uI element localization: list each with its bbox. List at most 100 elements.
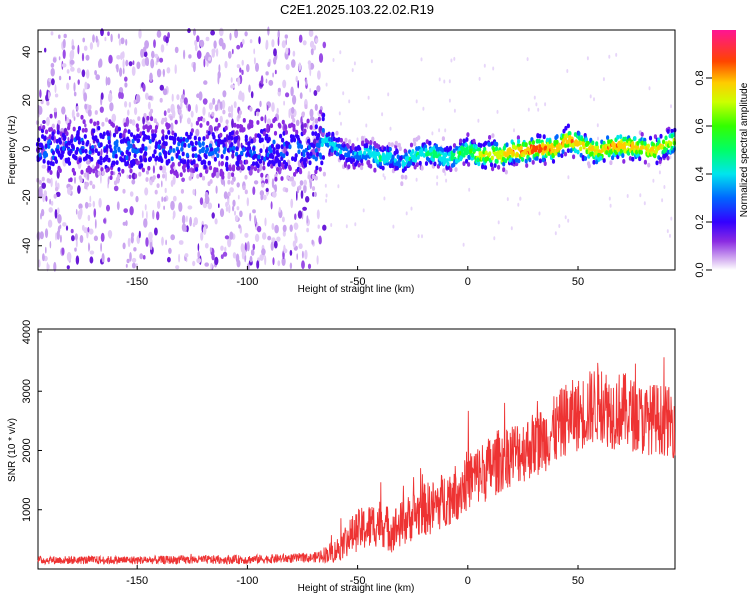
noise-mark [196, 50, 202, 59]
ridge-mark [377, 151, 381, 157]
noise-mark [265, 71, 269, 76]
noise-mark [124, 101, 128, 108]
noise-mark [493, 236, 496, 241]
ridge-mark [235, 146, 239, 152]
ridge-mark [164, 117, 168, 123]
ridge-mark [225, 119, 229, 125]
noise-mark [608, 54, 611, 59]
ridge-mark [352, 157, 356, 163]
ridge-mark [400, 181, 404, 187]
noise-mark [648, 86, 651, 91]
ridge-mark [585, 142, 589, 148]
noise-mark [76, 67, 81, 74]
noise-mark [139, 253, 144, 260]
noise-mark [382, 173, 385, 178]
ridge-mark [115, 125, 119, 131]
ridge-mark [230, 180, 234, 185]
ridge-mark [494, 146, 499, 152]
noise-mark [289, 224, 293, 232]
ridge-mark [168, 148, 172, 154]
colorbar-tick-label: 0.2 [694, 214, 706, 229]
noise-mark [266, 118, 272, 126]
noise-mark [340, 121, 342, 126]
ridge-mark [58, 140, 63, 145]
ridge-mark [202, 159, 206, 165]
ridge-mark [281, 119, 285, 125]
noise-mark [234, 210, 236, 216]
noise-mark [211, 212, 215, 219]
spectrogram-xlabel: Height of straight line (km) [298, 284, 415, 295]
noise-mark [267, 235, 272, 241]
noise-mark [141, 210, 144, 219]
ridge-mark [492, 147, 496, 153]
ridge-mark [281, 137, 285, 143]
ridge-mark [77, 139, 81, 145]
ridge-mark [299, 144, 304, 150]
noise-mark [93, 144, 97, 149]
ridge-mark [469, 148, 473, 154]
ridge-mark [434, 143, 438, 149]
ridge-mark [550, 146, 554, 152]
ridge-mark [192, 159, 196, 165]
noise-mark [448, 98, 451, 103]
ridge-mark [244, 174, 248, 180]
ridge-mark [572, 154, 576, 160]
ridge-mark [277, 144, 281, 150]
noise-mark [49, 198, 52, 205]
ridge-mark [577, 131, 581, 137]
ridge-mark [404, 174, 408, 180]
noise-mark [50, 31, 54, 36]
noise-mark [309, 88, 312, 93]
noise-mark [159, 57, 164, 63]
colorbar: 0.0 0.2 0.4 0.6 0.8 Normalized spectral ampl… [694, 30, 750, 278]
ridge-mark [321, 155, 325, 160]
noise-mark [139, 83, 142, 90]
ridge-mark [144, 157, 148, 163]
ridge-mark [99, 160, 103, 166]
noise-mark [285, 47, 289, 55]
noise-mark [298, 243, 303, 250]
ridge-mark [321, 116, 325, 122]
noise-mark [197, 243, 200, 252]
noise-mark [313, 191, 317, 197]
noise-mark [267, 26, 270, 36]
ridge-mark [125, 149, 129, 155]
ridge-mark [117, 147, 121, 153]
ridge-mark [418, 160, 422, 166]
ridge-mark [403, 166, 407, 172]
ridge-mark [54, 159, 59, 164]
ridge-mark [180, 189, 184, 194]
noise-mark [670, 216, 673, 221]
ridge-mark [136, 160, 140, 166]
noise-mark [156, 30, 162, 38]
ridge-mark [195, 120, 199, 126]
noise-mark [255, 108, 261, 113]
ridge-mark [204, 154, 208, 160]
ridge-mark [303, 162, 307, 168]
noise-mark [342, 91, 345, 96]
ridge-mark [224, 125, 228, 131]
ridge-mark [472, 147, 476, 153]
ridge-mark [538, 158, 543, 164]
noise-mark [161, 165, 167, 174]
ridge-mark [232, 164, 236, 170]
noise-mark [294, 213, 297, 220]
noise-mark [71, 49, 75, 58]
ridge-mark [172, 148, 176, 153]
noise-mark [62, 38, 66, 49]
ridge-mark [156, 173, 161, 179]
noise-mark [270, 241, 274, 251]
noise-mark [288, 108, 291, 119]
noise-mark [242, 249, 247, 257]
ridge-mark [247, 141, 251, 146]
noise-mark [107, 176, 110, 185]
ridge-mark [478, 147, 482, 153]
ridge-mark [44, 143, 49, 149]
noise-mark [244, 232, 249, 238]
y-tick-label: 40 [21, 46, 33, 58]
ridge-mark [230, 135, 234, 141]
ridge-mark [111, 123, 115, 128]
ridge-mark [75, 146, 80, 152]
noise-mark [253, 57, 256, 65]
ridge-mark [247, 165, 251, 171]
